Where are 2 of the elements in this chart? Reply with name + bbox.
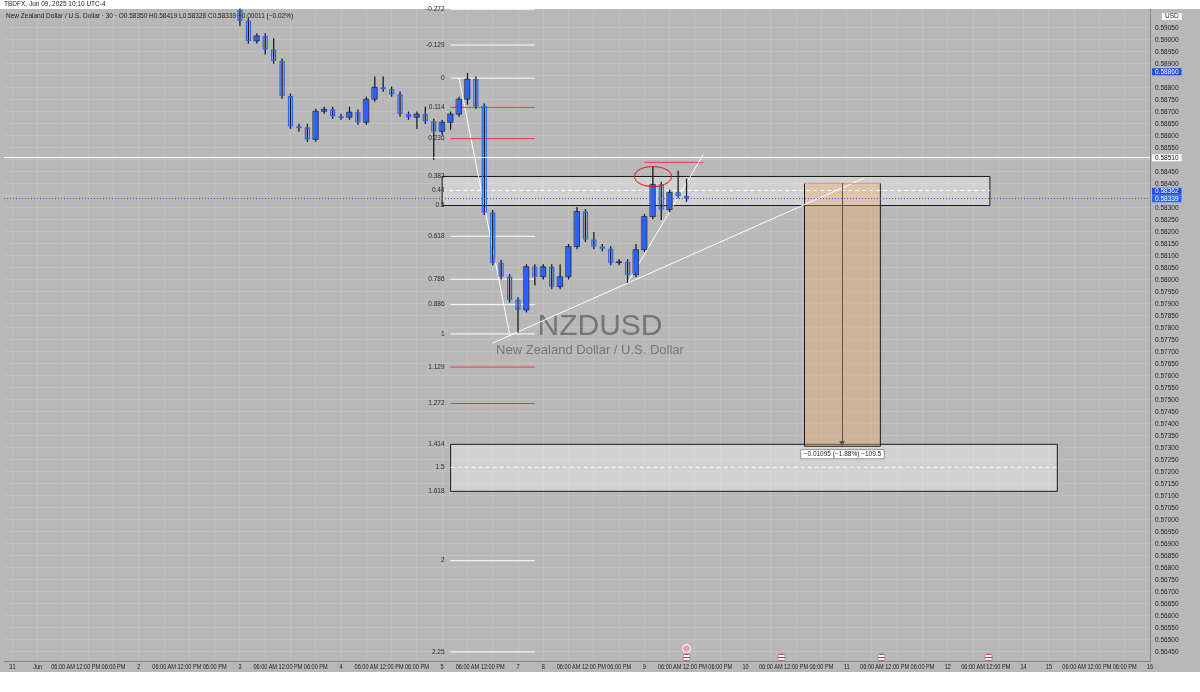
annotation: New Zealand Dollar / U.S. Dollar xyxy=(496,341,685,357)
annotation: NZDUSD xyxy=(537,308,663,342)
